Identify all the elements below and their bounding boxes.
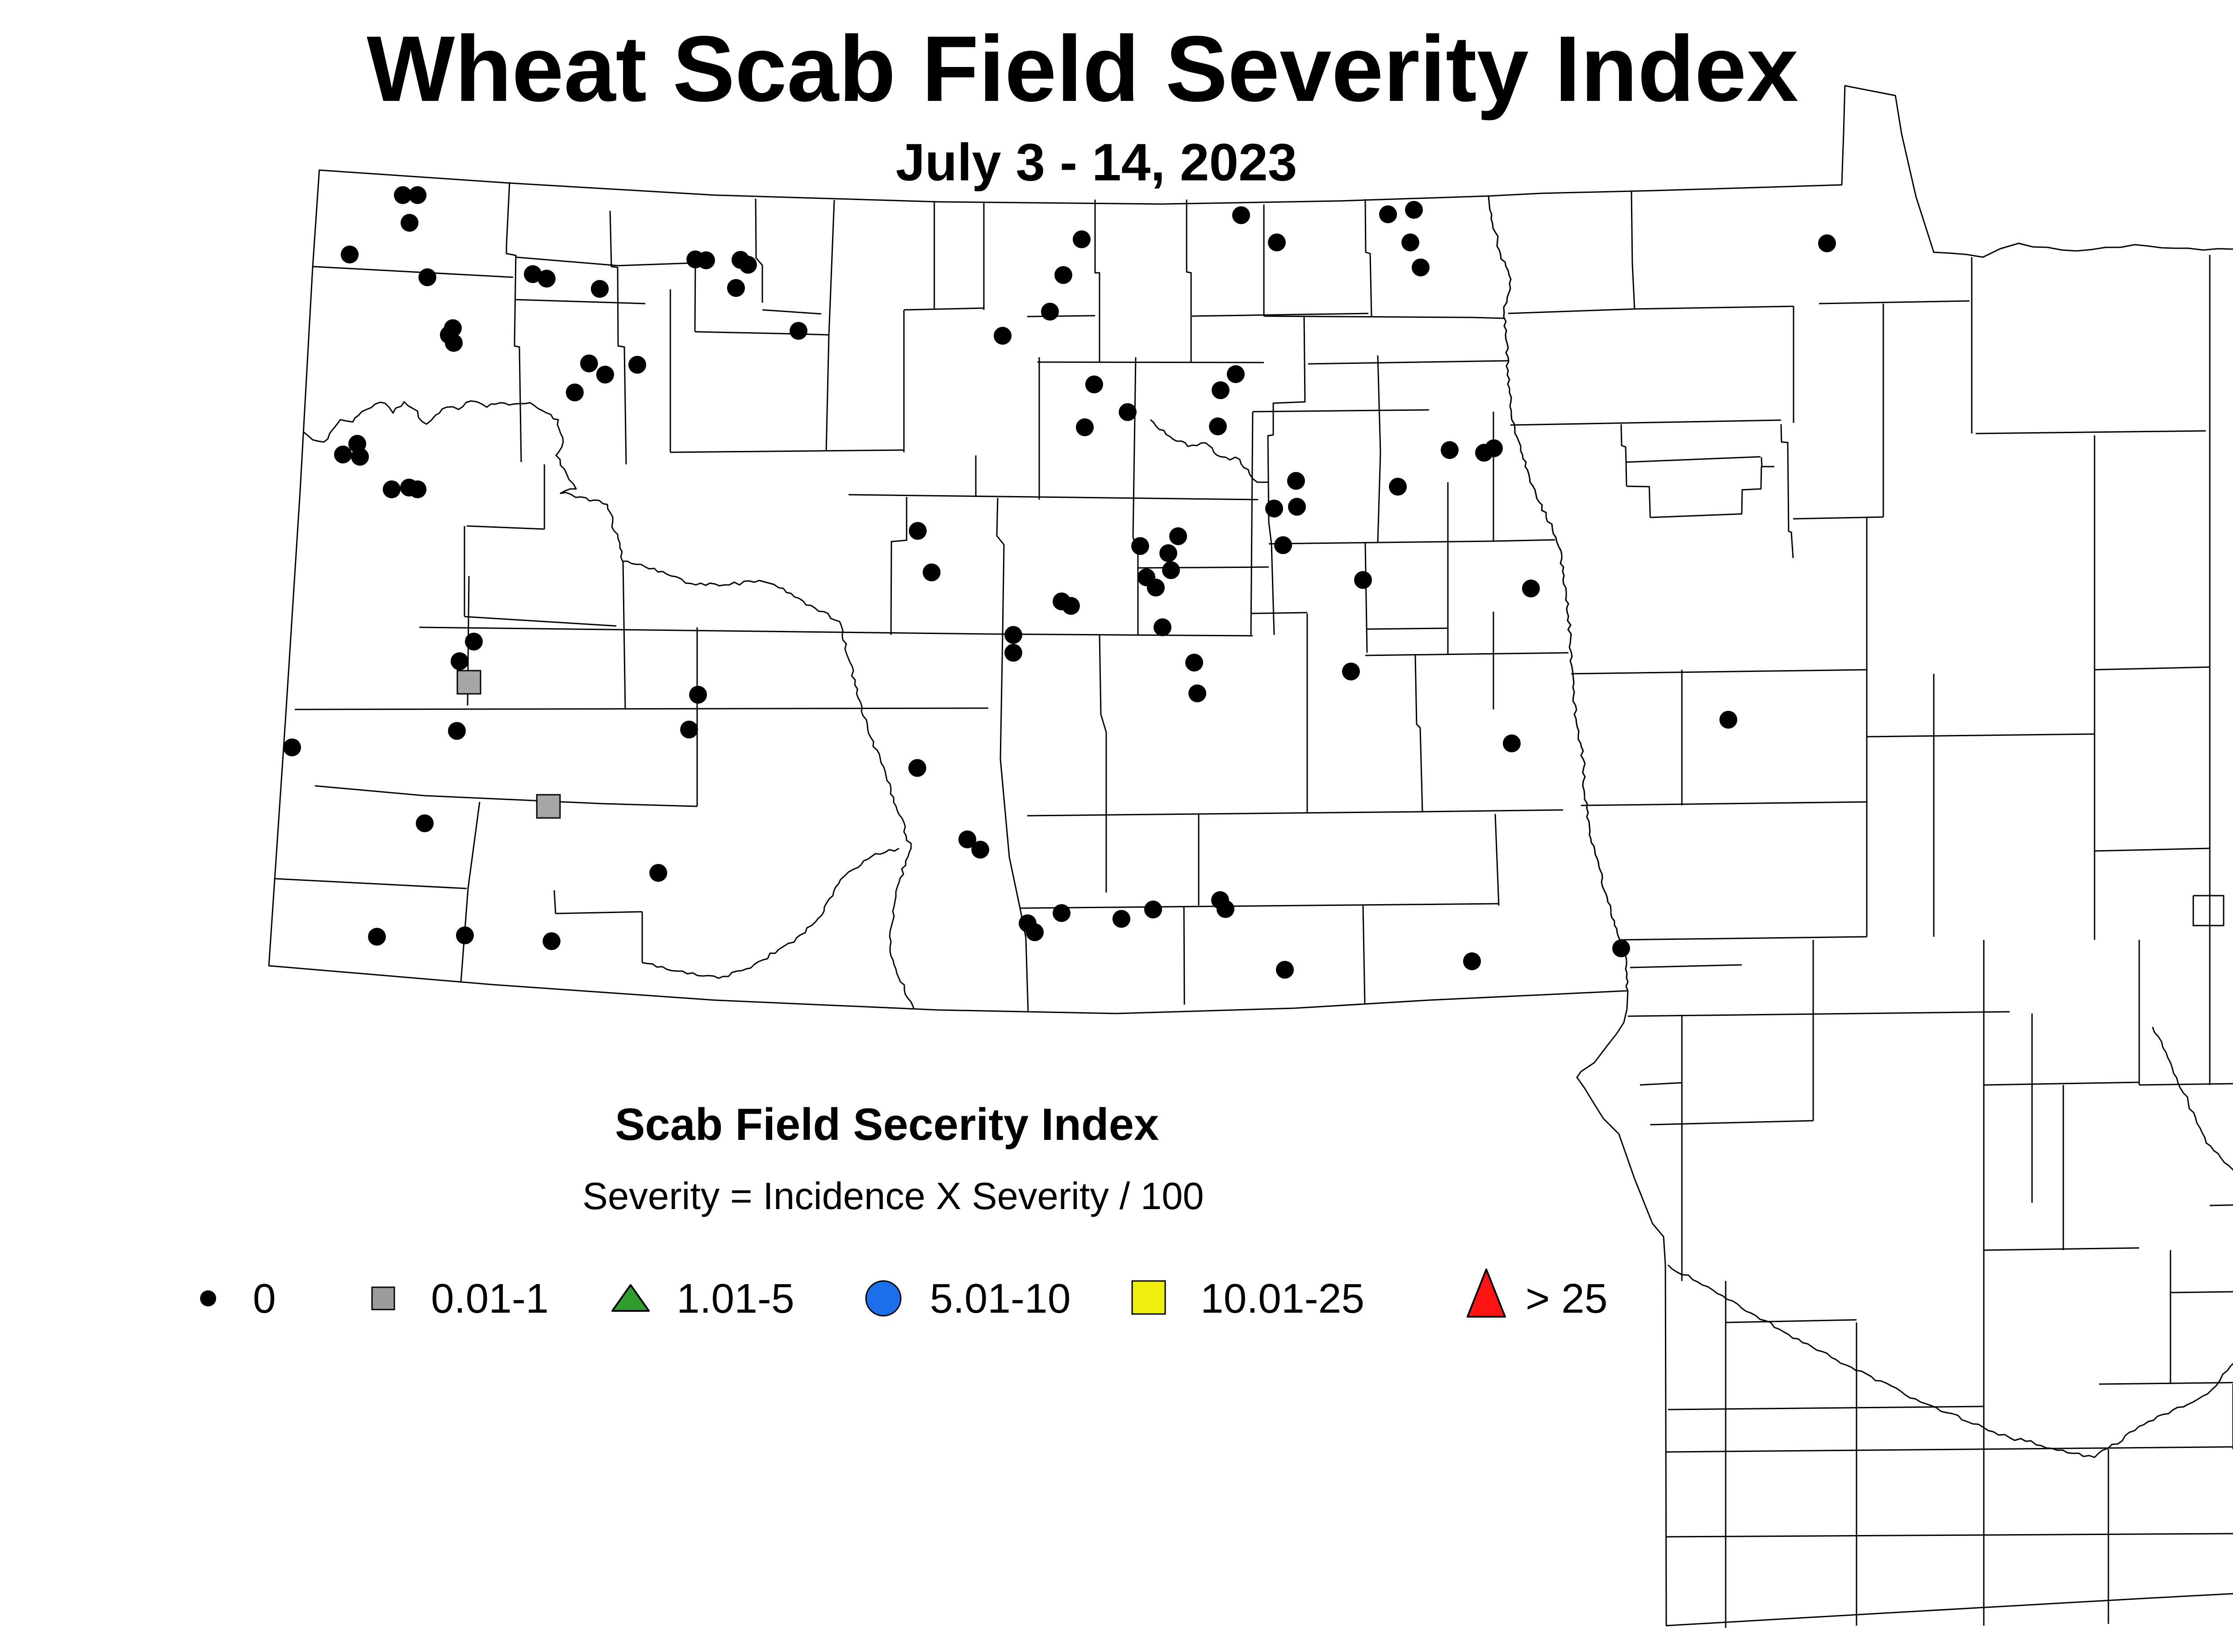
svg-text:1.01-5: 1.01-5: [677, 1275, 795, 1322]
svg-text:10.01-25: 10.01-25: [1200, 1275, 1364, 1322]
svg-text:0.01-1: 0.01-1: [431, 1275, 549, 1322]
svg-text:5.01-10: 5.01-10: [930, 1275, 1071, 1322]
svg-text:Scab Field Secerity Index: Scab Field Secerity Index: [615, 1100, 1159, 1150]
svg-text:July 3 - 14, 2023: July 3 - 14, 2023: [896, 133, 1297, 192]
svg-text:0: 0: [253, 1275, 276, 1322]
svg-text:Severity = Incidence X Severit: Severity = Incidence X Severity / 100: [582, 1175, 1204, 1218]
svg-text:> 25: > 25: [1526, 1275, 1608, 1322]
svg-text:Wheat Scab Field Severity Inde: Wheat Scab Field Severity Index: [367, 17, 1798, 121]
